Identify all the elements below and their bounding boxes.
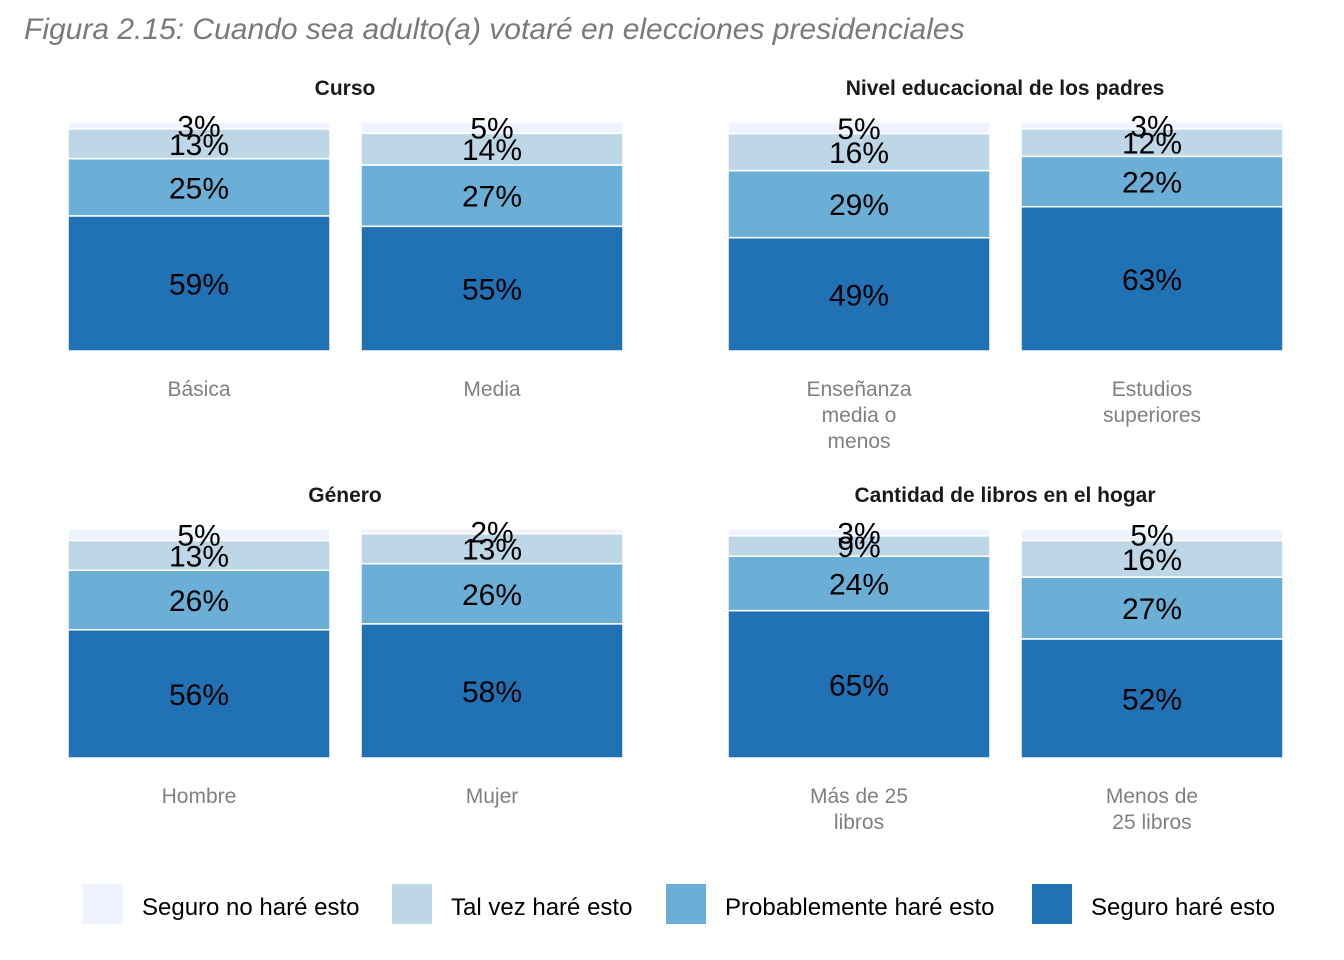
data-label: 5%: [470, 113, 513, 146]
legend-swatch: [666, 884, 706, 924]
data-label: 63%: [1122, 264, 1182, 297]
bar-segment: [727, 528, 991, 537]
bar-segment: [727, 132, 991, 172]
data-label: 5%: [837, 113, 880, 146]
bar-segment: [1020, 121, 1284, 130]
panel-2: Nivel educacional de los padres 49% 29% 16%…: [727, 77, 1284, 453]
data-label: 56%: [169, 679, 229, 712]
legend-swatch: [83, 884, 123, 924]
data-label: 52%: [1122, 683, 1182, 716]
data-label: 55%: [462, 274, 522, 307]
legend-swatch: [1032, 884, 1072, 924]
category-label: Hombre: [162, 785, 237, 808]
bar-segment: [67, 528, 331, 542]
bar-segment: [727, 169, 991, 239]
legend-label: Seguro no haré esto: [142, 894, 360, 921]
legend-label: Tal vez haré esto: [451, 894, 632, 921]
bar-segment: [727, 609, 991, 759]
category-label: Menos de 25 libros: [1106, 785, 1198, 834]
category-label: Más de 25 libros: [810, 785, 908, 834]
panel-title: Nivel educacional de los padres: [846, 77, 1165, 100]
bar-segment: [67, 121, 331, 130]
legend-label: Probablemente haré esto: [725, 894, 995, 921]
bar-segment: [360, 121, 624, 135]
category-label: Estudios superiores: [1103, 378, 1201, 427]
data-label: 13%: [169, 129, 229, 162]
bar-segment: [360, 225, 624, 352]
bar-segment: [360, 562, 624, 625]
bar-segment: [360, 528, 624, 535]
bar-segment: [727, 121, 991, 135]
bar-segment: [727, 236, 991, 352]
bar-segment: [360, 623, 624, 759]
data-label: 29%: [829, 189, 889, 222]
data-label: 25%: [169, 172, 229, 205]
bar-segment: [1020, 638, 1284, 759]
data-label: 59%: [169, 268, 229, 301]
panel-4: Cantidad de libros en el hogar65%24%9%3%…: [727, 484, 1284, 834]
panel-title: Género: [308, 484, 382, 507]
chart-panels: Curso59%25%13%3%Básica55%27%14%5%MediaNi…: [67, 77, 1284, 834]
bar-segment: [1020, 576, 1284, 640]
category-label: Enseñanza media o menos: [806, 378, 911, 453]
panel-title: Curso: [315, 77, 376, 100]
bar-segment: [67, 157, 331, 217]
bar-segment: [1020, 128, 1284, 158]
data-label: 24%: [829, 568, 889, 601]
data-label: 12%: [1122, 128, 1182, 161]
data-label: 58%: [462, 676, 522, 709]
bar-segment: [67, 539, 331, 571]
data-label: 13%: [462, 534, 522, 567]
data-label: 26%: [169, 585, 229, 618]
bar-segment: [67, 215, 331, 352]
data-label: 3%: [177, 110, 220, 143]
data-label: 27%: [1122, 593, 1182, 626]
data-label: 26%: [462, 579, 522, 612]
data-label: 5%: [1130, 520, 1173, 553]
category-label: Media: [463, 378, 521, 401]
data-label: 14%: [462, 134, 522, 167]
data-label: 2%: [470, 516, 513, 549]
panel-title: Cantidad de libros en el hogar: [854, 484, 1155, 507]
bar-segment: [727, 555, 991, 612]
data-label: 49%: [829, 279, 889, 312]
data-label: 5%: [177, 520, 220, 553]
data-label: 65%: [829, 669, 889, 702]
data-label: 27%: [462, 181, 522, 214]
bar-segment: [1020, 528, 1284, 542]
legend-label: Seguro haré esto: [1091, 894, 1275, 921]
bar-segment: [1020, 155, 1284, 208]
figure-title: Figura 2.15: Cuando sea adulto(a) votaré…: [24, 13, 965, 46]
data-label: 22%: [1122, 167, 1182, 200]
data-label: 13%: [169, 540, 229, 573]
category-label: Mujer: [466, 785, 519, 808]
data-label: 3%: [837, 517, 880, 550]
category-label: Básica: [167, 378, 230, 401]
legend-swatch: [392, 884, 432, 924]
bar-segment: [1020, 205, 1284, 352]
bar-segment: [360, 532, 624, 565]
data-label: 16%: [829, 137, 889, 170]
bar-segment: [67, 569, 331, 631]
legend: Seguro no haré esto Tal vez haré esto Prob…: [83, 884, 1275, 924]
data-label: 16%: [1122, 544, 1182, 577]
bar-segment: [1020, 539, 1284, 578]
bar-segment: [360, 164, 624, 228]
data-label: 3%: [1130, 110, 1173, 143]
panel-1: Curso 59% 25% 13%3% Básica 55% 27% 14%5% Media: [67, 77, 624, 401]
